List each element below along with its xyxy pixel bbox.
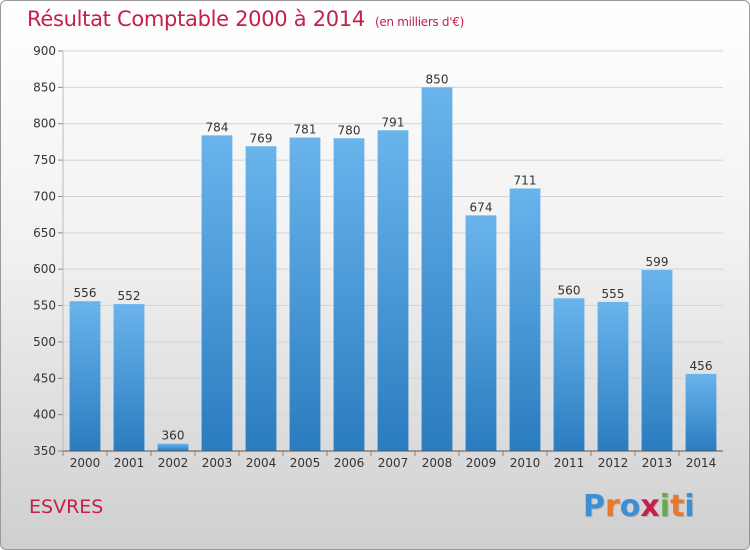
data-labels: 556 552 360 784 769 781 780 791 850 674 711 560 555 5… (74, 72, 713, 442)
x-tick-label-2007: 2007 (378, 456, 409, 470)
y-tick-label: 350 (33, 444, 56, 458)
data-label-2009: 674 (470, 200, 493, 214)
data-label-2003: 784 (206, 120, 229, 134)
data-label-2010: 711 (514, 173, 537, 187)
x-tick-label-2011: 2011 (554, 456, 585, 470)
bar-2000 (69, 301, 101, 451)
data-label-2012: 555 (602, 287, 625, 301)
logo-letter: o (619, 489, 641, 524)
bar-2011 (553, 298, 585, 451)
bar-2010 (509, 188, 541, 452)
data-label-2008: 850 (426, 72, 449, 86)
y-tick-label: 700 (33, 189, 56, 203)
logo-letter: t (670, 489, 685, 524)
data-label-2005: 781 (294, 123, 317, 137)
bar-2006 (333, 138, 365, 452)
data-label-2004: 769 (250, 131, 273, 145)
x-tick-label-2000: 2000 (70, 456, 101, 470)
bar-2003 (201, 135, 233, 451)
y-tick-label: 650 (33, 226, 56, 240)
data-label-2006: 780 (338, 123, 361, 137)
proxiti-logo: Proxiti (583, 489, 695, 524)
data-label-2002: 360 (162, 429, 185, 443)
chart-title: Résultat Comptable 2000 à 2014 (en millie… (27, 7, 464, 31)
bar-2001 (113, 304, 145, 451)
chart-title-text: Résultat Comptable 2000 à 2014 (27, 7, 365, 31)
data-label-2001: 552 (118, 289, 141, 303)
x-tick-label-2009: 2009 (466, 456, 497, 470)
data-label-2000: 556 (74, 286, 97, 300)
y-tick-label: 850 (33, 80, 56, 94)
x-tick-label-2002: 2002 (158, 456, 189, 470)
bars (69, 87, 717, 452)
logo-letter: x (640, 489, 660, 524)
y-tick-label: 550 (33, 299, 56, 313)
bar-2012 (597, 301, 629, 451)
y-tick-label: 800 (33, 117, 56, 131)
y-tick-label: 400 (33, 408, 56, 422)
bar-2004 (245, 146, 277, 452)
x-tick-label-2003: 2003 (202, 456, 233, 470)
y-tick-label: 500 (33, 335, 56, 349)
x-tick-label-2014: 2014 (686, 456, 717, 470)
x-tick-label-2010: 2010 (510, 456, 541, 470)
logo-letter: i (659, 489, 671, 524)
bar-2009 (465, 215, 497, 451)
y-tick-label: 750 (33, 153, 56, 167)
x-tick-label-2001: 2001 (114, 456, 145, 470)
bar-2014 (685, 373, 717, 451)
bar-2002 (157, 443, 189, 451)
data-label-2011: 560 (558, 283, 581, 297)
data-label-2013: 599 (646, 255, 669, 269)
x-tick-label-2012: 2012 (598, 456, 629, 470)
bar-2013 (641, 269, 673, 451)
x-axis-ticks: 2000 2001 2002 2003 2004 2005 2006 2007 2008 2009… (62, 451, 717, 470)
x-tick-label-2013: 2013 (642, 456, 673, 470)
chart-subtitle: (en milliers d'€) (374, 15, 464, 29)
logo-letter: i (684, 489, 695, 524)
bar-2008 (421, 87, 453, 451)
y-tick-label: 600 (33, 262, 56, 276)
bar-2005 (289, 137, 321, 451)
bar-2007 (377, 130, 409, 452)
x-tick-label-2008: 2008 (422, 456, 453, 470)
logo-letter: r (605, 489, 620, 524)
data-label-2007: 791 (382, 115, 405, 129)
x-tick-label-2004: 2004 (246, 456, 277, 470)
commune-name: ESVRES (29, 496, 104, 518)
y-axis-ticks: 350 400 450 500 550 600 650 700 750 800 850 900 (33, 44, 63, 458)
y-tick-label: 900 (33, 44, 56, 58)
x-tick-label-2006: 2006 (334, 456, 365, 470)
x-tick-label-2005: 2005 (290, 456, 321, 470)
data-label-2014: 456 (690, 359, 713, 373)
y-tick-label: 450 (33, 371, 56, 385)
logo-letter: P (583, 489, 605, 524)
